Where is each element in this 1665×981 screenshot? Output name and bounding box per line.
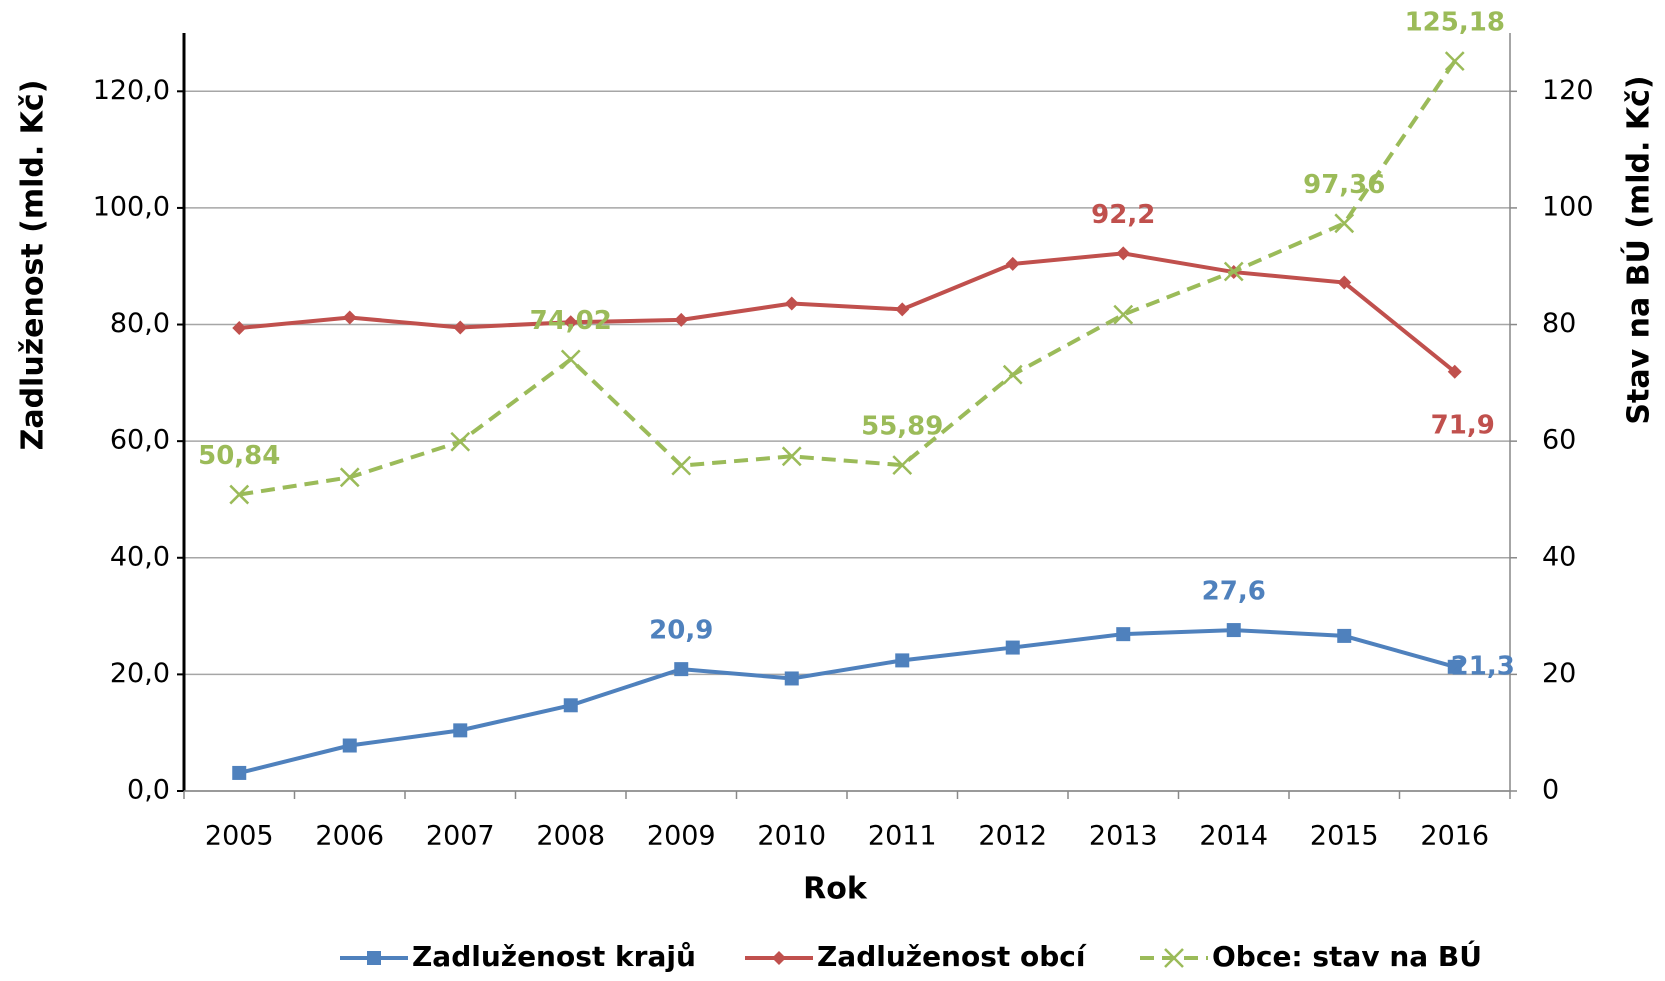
y-tick-label: 20,0 [110, 658, 170, 689]
point [784, 296, 799, 311]
y2-tick-label: 80 [1542, 308, 1576, 339]
legend-label: Obce: stav na BÚ [1212, 939, 1482, 973]
point [781, 446, 802, 467]
point [342, 738, 357, 753]
point [1337, 628, 1352, 643]
point [229, 484, 250, 505]
data-label: 50,84 [198, 441, 280, 471]
y-tick-label: 100,0 [93, 191, 170, 222]
data-label: 27,6 [1202, 577, 1266, 607]
point [339, 467, 360, 488]
legend-marker [772, 951, 786, 965]
x-axis-title: Rok [803, 872, 868, 907]
data-label: 20,9 [649, 616, 713, 646]
x-tick-label: 2008 [536, 821, 605, 852]
x-tick-label: 2005 [205, 821, 274, 852]
point [560, 349, 581, 370]
legend-label: Zadluženost krajů [412, 940, 696, 973]
y2-tick-label: 20 [1542, 658, 1576, 689]
x-tick-label: 2010 [757, 821, 826, 852]
point [1444, 51, 1465, 71]
x-tick-label: 2012 [978, 821, 1047, 852]
y-tick-label: 0,0 [127, 775, 170, 806]
data-label: 71,9 [1431, 410, 1495, 440]
point [1334, 213, 1355, 234]
y2-axis-title: Stav na BÚ (mld. Kč) [1620, 75, 1657, 424]
y2-tick-label: 120 [1542, 75, 1594, 106]
y-tick-label: 80,0 [110, 308, 170, 339]
point [563, 698, 578, 713]
y2-tick-label: 0 [1542, 775, 1559, 806]
point [232, 321, 247, 336]
data-label: 74,02 [530, 306, 612, 336]
y2-tick-label: 40 [1542, 541, 1576, 572]
point [674, 662, 689, 677]
series-line [239, 251, 1457, 374]
x-tick-label: 2016 [1420, 821, 1489, 852]
series-line [238, 628, 1456, 775]
data-label: 21,3 [1451, 651, 1515, 681]
y2-tick-label: 60 [1542, 425, 1576, 456]
legend-marker [1164, 948, 1184, 968]
x-tick-label: 2006 [315, 821, 384, 852]
point [1005, 256, 1020, 271]
y-axis-title: Zadluženost (mld. Kč) [16, 80, 51, 451]
point [563, 315, 578, 330]
point [1113, 304, 1134, 325]
legend-label: Zadluženost obcí [817, 940, 1087, 973]
data-label: 55,89 [861, 412, 943, 442]
y-tick-label: 60,0 [110, 425, 170, 456]
point [453, 723, 468, 738]
point [1226, 623, 1241, 638]
data-label: 92,2 [1091, 200, 1155, 230]
point [1116, 246, 1131, 261]
point [671, 455, 692, 476]
x-tick-label: 2015 [1310, 821, 1379, 852]
data-label: 125,18 [1405, 8, 1505, 38]
y-tick-label: 40,0 [110, 541, 170, 572]
point [1447, 659, 1462, 674]
y2-tick-label: 100 [1542, 191, 1594, 222]
point [450, 431, 471, 452]
point [1116, 627, 1131, 642]
y-tick-label: 120,0 [93, 75, 170, 106]
point [453, 320, 468, 335]
point [232, 765, 247, 780]
data-label: 97,36 [1303, 170, 1385, 200]
x-tick-label: 2011 [868, 821, 937, 852]
point [1337, 275, 1352, 290]
point [784, 671, 799, 686]
point [1002, 364, 1023, 385]
point [1447, 364, 1462, 379]
point [1005, 640, 1020, 655]
point [892, 455, 913, 476]
legend-marker [367, 951, 381, 965]
x-tick-label: 2007 [426, 821, 495, 852]
point [1223, 261, 1244, 282]
x-tick-label: 2014 [1199, 821, 1268, 852]
series-line [238, 59, 1457, 497]
point [895, 653, 910, 668]
point [895, 302, 910, 317]
point [342, 310, 357, 325]
x-tick-label: 2013 [1089, 821, 1158, 852]
point [674, 312, 689, 327]
x-tick-label: 2009 [647, 821, 716, 852]
